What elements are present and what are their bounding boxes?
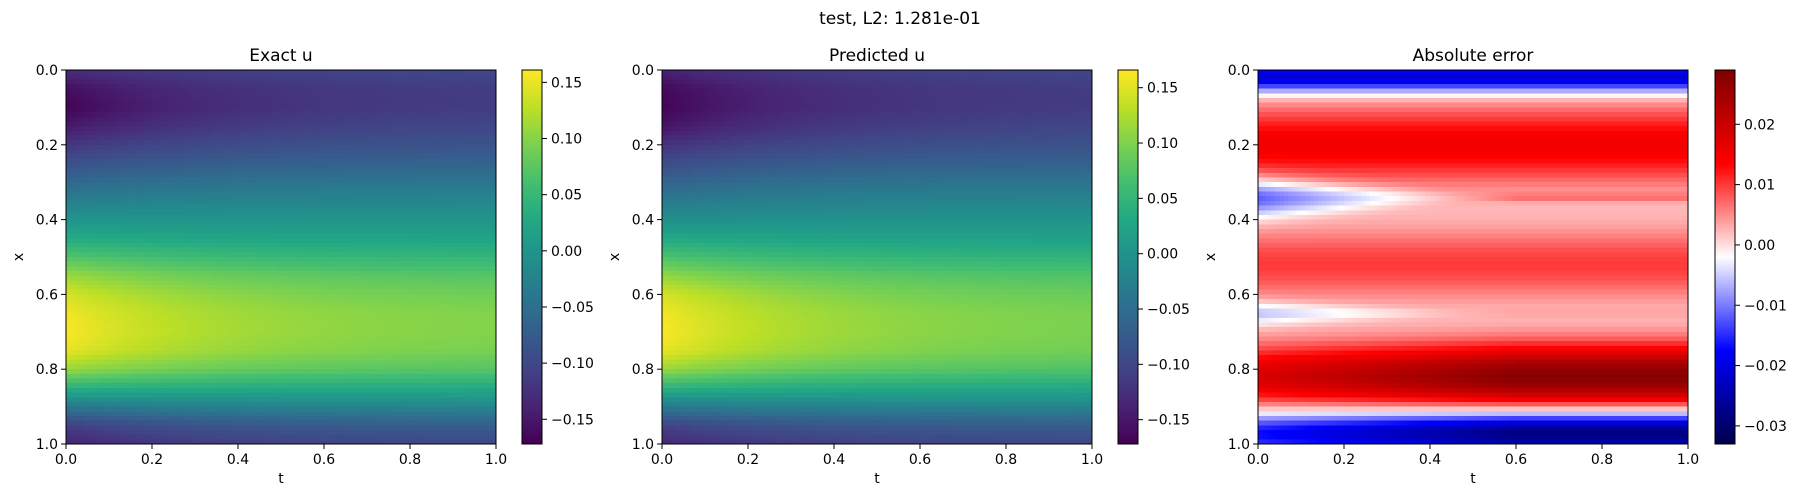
colorbar-frame <box>1117 69 1139 445</box>
colorbar-tick-label: 0.10 <box>1147 136 1178 152</box>
colorbar-frame <box>521 69 543 445</box>
colorbar-tick-label: 0.05 <box>551 188 582 204</box>
x-tick-label: 0.8 <box>1591 452 1613 468</box>
x-tick-label: 1.0 <box>1677 452 1699 468</box>
colorbar-tick-label: −0.03 <box>1744 419 1787 435</box>
x-tick-label: 0.2 <box>737 452 759 468</box>
x-tick-label: 0.4 <box>227 452 249 468</box>
colorbar-tick-label: 0.00 <box>551 244 582 260</box>
x-tick-label: 0.4 <box>1419 452 1441 468</box>
colorbar-tick-label: 0.00 <box>1744 238 1775 254</box>
y-tick-label: 0.2 <box>1228 138 1250 154</box>
x-tick-label: 0.0 <box>651 452 673 468</box>
x-tick-label: 0.0 <box>55 452 77 468</box>
y-tick-label: 1.0 <box>1228 437 1250 453</box>
axes-frame <box>65 69 497 445</box>
y-tick-label: 0.0 <box>1228 63 1250 79</box>
colorbar-tick-label: 0.02 <box>1744 117 1775 133</box>
colorbar-tick-label: 0.15 <box>1147 81 1178 97</box>
y-axis-label: x <box>607 253 623 261</box>
x-tick-label: 0.0 <box>1247 452 1269 468</box>
x-tick-label: 0.6 <box>1505 452 1527 468</box>
y-tick-label: 0.8 <box>36 362 58 378</box>
y-tick-label: 0.0 <box>36 63 58 79</box>
panel-predicted-u: Predicted u0.0 0.2 0.4 0.6 0.8 1.00.00.20.40.… <box>607 46 1190 487</box>
y-tick-label: 0.6 <box>36 287 58 303</box>
y-tick-label: 0.8 <box>1228 362 1250 378</box>
heatmap-image <box>66 70 496 444</box>
x-tick-label: 0.4 <box>823 452 845 468</box>
figure-suptitle: test, L2: 1.281e-01 <box>819 9 981 29</box>
colorbar-tick-label: 0.00 <box>1147 247 1178 263</box>
y-tick-label: 0.2 <box>632 138 654 154</box>
x-axis-label: t <box>1470 471 1476 487</box>
colorbar-tick-label: −0.15 <box>551 412 594 428</box>
x-axis-label: t <box>278 471 284 487</box>
colorbar-tick-label: −0.01 <box>1744 298 1787 314</box>
heatmap-image <box>662 70 1092 444</box>
colorbar-tick-label: −0.15 <box>1147 413 1190 429</box>
x-tick-label: 0.8 <box>995 452 1017 468</box>
y-tick-label: 1.0 <box>36 437 58 453</box>
colorbar-gradient <box>522 70 542 444</box>
y-tick-label: 0.2 <box>36 138 58 154</box>
y-tick-label: 0.6 <box>632 287 654 303</box>
colorbar-tick-label: 0.05 <box>1147 191 1178 207</box>
colorbar-tick-label: −0.10 <box>1147 357 1190 373</box>
x-tick-label: 0.8 <box>399 452 421 468</box>
x-tick-label: 0.2 <box>1333 452 1355 468</box>
colorbar-tick-label: −0.05 <box>551 300 594 316</box>
colorbar-tick-label: 0.01 <box>1744 178 1775 194</box>
y-tick-label: 0.6 <box>1228 287 1250 303</box>
colorbar-tick-label: −0.10 <box>551 356 594 372</box>
panel-title: Exact u <box>249 46 312 66</box>
y-tick-label: 0.8 <box>632 362 654 378</box>
colorbar-gradient <box>1715 70 1735 444</box>
heatmap-image <box>1258 70 1688 444</box>
x-tick-label: 1.0 <box>485 452 507 468</box>
x-axis-label: t <box>874 471 880 487</box>
x-tick-label: 0.2 <box>141 452 163 468</box>
colorbar-frame <box>1714 69 1736 445</box>
colorbar-tick-label: 0.15 <box>551 75 582 91</box>
colorbar-tick-label: 0.10 <box>551 132 582 148</box>
axes-frame <box>661 69 1093 445</box>
panel-title: Absolute error <box>1413 46 1534 66</box>
panel-exact-u: Exact u0.0 0.2 0.4 0.6 0.8 1.00.00.20.40.60.8… <box>11 46 594 487</box>
y-axis-label: x <box>1203 253 1219 261</box>
colorbar-tick-label: −0.02 <box>1744 359 1787 375</box>
x-tick-label: 0.6 <box>909 452 931 468</box>
y-tick-label: 0.0 <box>632 63 654 79</box>
colorbar-tick-label: −0.05 <box>1147 302 1190 318</box>
axes-frame <box>1257 69 1689 445</box>
y-tick-label: 0.4 <box>632 213 654 229</box>
x-tick-label: 1.0 <box>1081 452 1103 468</box>
y-tick-label: 1.0 <box>632 437 654 453</box>
y-tick-label: 0.4 <box>36 213 58 229</box>
colorbar-gradient <box>1118 70 1138 444</box>
y-axis-label: x <box>11 253 27 261</box>
y-tick-label: 0.4 <box>1228 213 1250 229</box>
panel-title: Predicted u <box>829 46 925 66</box>
x-tick-label: 0.6 <box>313 452 335 468</box>
